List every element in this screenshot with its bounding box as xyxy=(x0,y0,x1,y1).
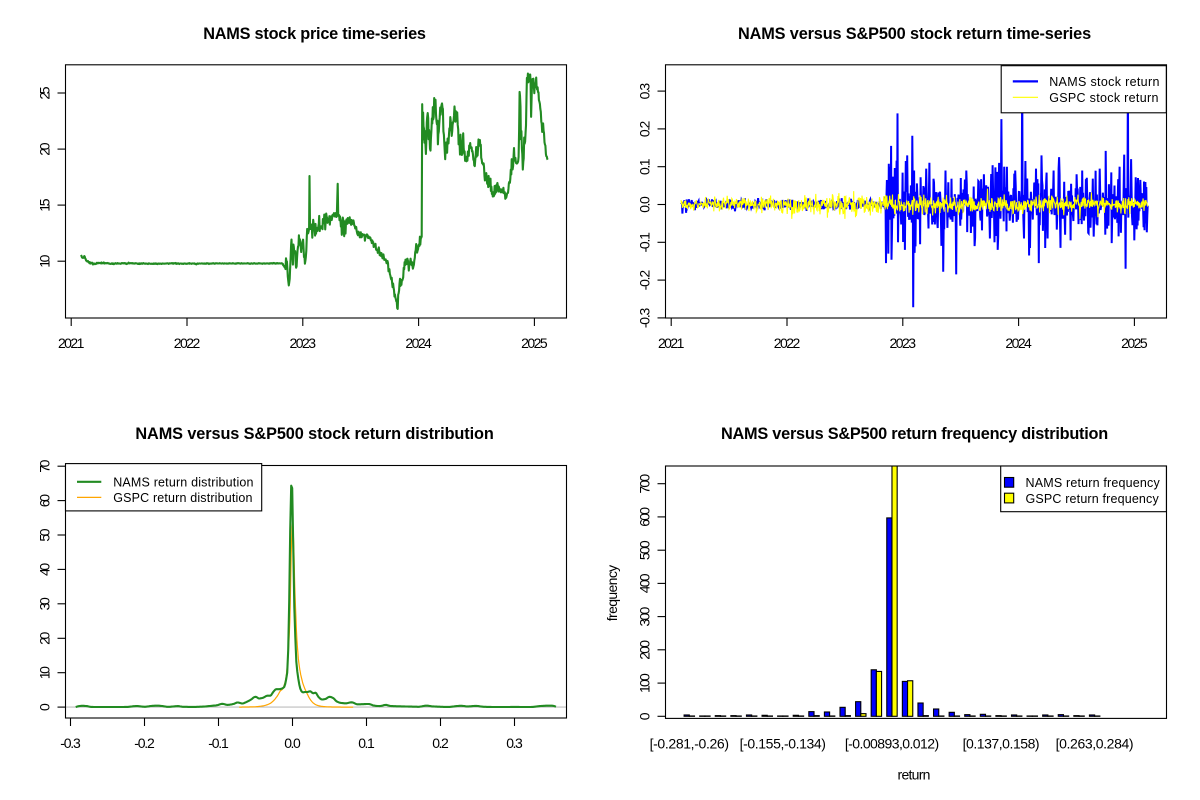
svg-text:NAMS stock return: NAMS stock return xyxy=(1049,75,1159,89)
svg-text:NAMS return distribution: NAMS return distribution xyxy=(113,475,253,489)
svg-text:0.2: 0.2 xyxy=(637,120,653,137)
svg-text:2025: 2025 xyxy=(521,335,548,351)
svg-text:20: 20 xyxy=(37,142,53,155)
svg-text:2022: 2022 xyxy=(774,335,801,351)
svg-text:frequency: frequency xyxy=(604,565,620,621)
svg-text:[0.137,0.158): [0.137,0.158) xyxy=(963,736,1040,752)
svg-text:2021: 2021 xyxy=(658,335,685,351)
svg-text:GSPC return frequency: GSPC return frequency xyxy=(1026,492,1160,506)
svg-text:0: 0 xyxy=(37,703,53,711)
svg-text:2024: 2024 xyxy=(405,335,432,351)
svg-text:25: 25 xyxy=(37,86,53,99)
svg-text:NAMS stock price time-series: NAMS stock price time-series xyxy=(203,25,426,43)
svg-text:600: 600 xyxy=(637,507,653,527)
svg-text:700: 700 xyxy=(637,474,653,494)
svg-text:0.1: 0.1 xyxy=(637,158,653,175)
svg-text:0.0: 0.0 xyxy=(637,196,653,213)
svg-text:2025: 2025 xyxy=(1121,335,1148,351)
svg-text:50: 50 xyxy=(37,528,53,541)
svg-text:-0.2: -0.2 xyxy=(637,270,653,291)
svg-text:0.1: 0.1 xyxy=(358,735,375,751)
svg-text:10: 10 xyxy=(37,666,53,679)
svg-text:30: 30 xyxy=(37,597,53,610)
svg-text:200: 200 xyxy=(637,640,653,660)
svg-text:return: return xyxy=(898,767,931,783)
svg-text:NAMS versus S&P500 return freq: NAMS versus S&P500 return frequency dist… xyxy=(721,425,1108,443)
svg-text:-0.3: -0.3 xyxy=(60,735,81,751)
svg-text:0: 0 xyxy=(637,712,653,720)
svg-text:15: 15 xyxy=(37,198,53,211)
svg-text:-0.2: -0.2 xyxy=(134,735,155,751)
svg-text:400: 400 xyxy=(637,573,653,593)
svg-text:[0.263,0.284): [0.263,0.284) xyxy=(1056,736,1134,752)
svg-text:[-0.155,-0.134): [-0.155,-0.134) xyxy=(740,736,826,752)
svg-text:[-0.00893,0.012): [-0.00893,0.012) xyxy=(845,736,939,752)
svg-text:20: 20 xyxy=(37,631,53,644)
svg-text:10: 10 xyxy=(37,254,53,267)
svg-text:GSPC return distribution: GSPC return distribution xyxy=(113,491,252,505)
svg-text:-0.3: -0.3 xyxy=(637,307,653,328)
svg-text:40: 40 xyxy=(37,563,53,576)
svg-text:2023: 2023 xyxy=(290,335,317,351)
svg-text:0.0: 0.0 xyxy=(284,735,301,751)
svg-text:-0.1: -0.1 xyxy=(208,735,229,751)
svg-text:NAMS return frequency: NAMS return frequency xyxy=(1026,476,1161,490)
svg-text:[-0.281,-0.26): [-0.281,-0.26) xyxy=(650,736,729,752)
svg-text:2022: 2022 xyxy=(174,335,201,351)
svg-text:2021: 2021 xyxy=(58,335,85,351)
svg-text:500: 500 xyxy=(637,540,653,560)
svg-text:300: 300 xyxy=(637,606,653,626)
svg-text:0.2: 0.2 xyxy=(432,735,449,751)
svg-text:0.3: 0.3 xyxy=(506,735,523,751)
svg-text:2023: 2023 xyxy=(890,335,917,351)
svg-text:0.3: 0.3 xyxy=(637,83,653,100)
svg-text:GSPC stock return: GSPC stock return xyxy=(1049,91,1158,105)
svg-text:70: 70 xyxy=(37,459,53,472)
svg-text:-0.1: -0.1 xyxy=(637,232,653,253)
svg-text:100: 100 xyxy=(637,673,653,693)
svg-text:2024: 2024 xyxy=(1005,335,1032,351)
svg-text:NAMS versus S&P500 stock retur: NAMS versus S&P500 stock return distribu… xyxy=(135,425,493,443)
svg-text:60: 60 xyxy=(37,494,53,507)
svg-text:NAMS versus S&P500 stock retur: NAMS versus S&P500 stock return time-ser… xyxy=(738,25,1091,43)
